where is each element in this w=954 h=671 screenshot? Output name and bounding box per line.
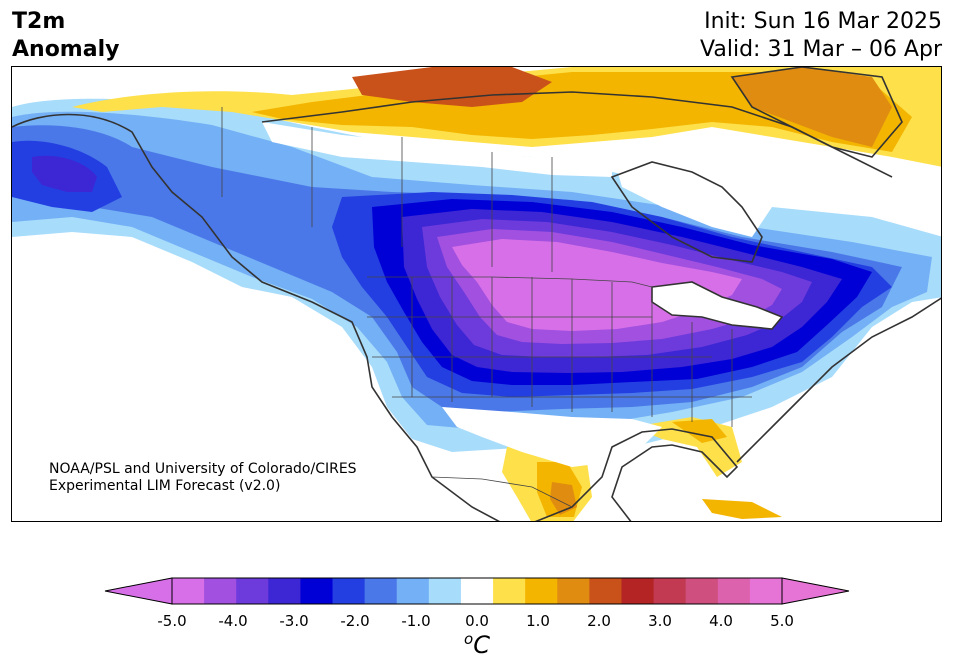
contour-mexico-deep	[550, 482, 577, 515]
colorbar-segment	[268, 578, 301, 604]
units-label: oC	[0, 630, 954, 659]
colorbar-tick-label: -5.0	[157, 612, 187, 630]
colorbar-tick-label: 2.0	[587, 612, 611, 630]
valid-date: Valid: 31 Mar – 06 Apr	[700, 37, 942, 62]
contour-greenland	[732, 67, 892, 147]
forecast-dates: Init: Sun 16 Mar 2025 Valid: 31 Mar – 06…	[700, 8, 942, 64]
colorbar-segment	[204, 578, 237, 604]
border-lines-west	[411, 277, 573, 412]
contour-alaska-core	[32, 155, 97, 192]
colorbar-segment	[525, 578, 558, 604]
colorbar-segment	[653, 578, 687, 604]
colorbar-over-triangle	[781, 577, 850, 605]
colorbar-tick-label: 4.0	[709, 612, 733, 630]
state-borders	[221, 107, 752, 508]
colorbar-segment	[300, 578, 334, 604]
coastlines	[12, 67, 941, 521]
credit-line-2: Experimental LIM Forecast (v2.0)	[49, 478, 281, 494]
title-variable-type: Anomaly	[12, 37, 120, 62]
colorbar-under-triangle	[104, 577, 173, 605]
anomaly-fill-layers	[12, 67, 941, 521]
colorbar-tick-label: -4.0	[218, 612, 248, 630]
coastline-east	[736, 297, 941, 463]
title-variable: T2m	[12, 9, 66, 34]
coastline-west	[12, 113, 500, 521]
colorbar-segments	[104, 577, 850, 605]
colorbar-segment	[685, 578, 719, 604]
contour-florida-orange	[672, 419, 727, 443]
colorbar-tick-label: 0.0	[465, 612, 489, 630]
colorbar-segment	[493, 578, 526, 604]
colorbar-tick-label: 3.0	[648, 612, 672, 630]
coastline-hudson	[610, 161, 763, 263]
coastline-gulf	[534, 428, 739, 521]
colorbar-segment	[749, 578, 783, 604]
contour-arctic-deep	[352, 67, 552, 107]
colorbar-segment	[557, 578, 590, 604]
colorbar-segment	[172, 578, 205, 604]
colorbar-tick-label: 1.0	[526, 612, 550, 630]
colorbar-segment	[717, 578, 751, 604]
colorbar-tick-label: -3.0	[279, 612, 309, 630]
colorbar-outline	[171, 577, 783, 605]
init-date: Init: Sun 16 Mar 2025	[704, 9, 942, 34]
map-panel: NOAA/PSL and University of Colorado/CIRE…	[11, 66, 942, 522]
great-lakes-outline	[651, 281, 784, 330]
neutral-zone-east	[612, 147, 772, 237]
colorbar-tick-labels: -5.0 -4.0 -3.0 -2.0 -1.0 0.0 1.0 2.0 3.0 4.0 5.0	[0, 612, 954, 632]
colorbar-segment	[621, 578, 655, 604]
canada-provinces	[221, 107, 553, 272]
greenland-outline	[730, 67, 903, 158]
colorbar-segment	[332, 578, 366, 604]
anomaly-map	[12, 67, 941, 521]
colorbar-segment	[460, 578, 494, 604]
colorbar-tick-label: -1.0	[401, 612, 431, 630]
units-degree: o	[464, 630, 474, 648]
colorbar-tick-label: -2.0	[340, 612, 370, 630]
units-base: C	[473, 631, 490, 659]
colorbar-segment	[236, 578, 269, 604]
colorbar-segment	[364, 578, 398, 604]
border-lines-east	[611, 282, 733, 427]
colorbar-segment	[396, 578, 430, 604]
colorbar-segment	[589, 578, 622, 604]
neutral-zone-south	[442, 407, 662, 467]
border-lines-horizontal	[367, 316, 752, 398]
neutral-zone-canada	[262, 122, 612, 177]
us-mexico-border	[431, 476, 573, 508]
credit-line-1: NOAA/PSL and University of Colorado/CIRE…	[49, 461, 357, 477]
colorbar-segment	[428, 578, 462, 604]
credit-text: NOAA/PSL and University of Colorado/CIRE…	[49, 461, 357, 495]
map-title: T2m Anomaly	[12, 8, 119, 64]
contour-cuba	[702, 499, 782, 519]
colorbar-tick-label: 5.0	[770, 612, 794, 630]
colorbar	[104, 577, 850, 605]
